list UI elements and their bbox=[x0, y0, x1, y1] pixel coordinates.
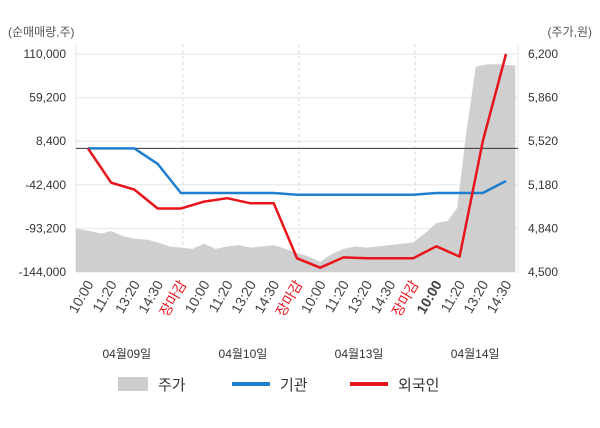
date-label: 04월13일 bbox=[335, 347, 384, 361]
legend-swatch-foreign bbox=[350, 382, 388, 386]
left-axis-unit: (순매매량,주) bbox=[8, 25, 75, 39]
y-right-tick-label: 5,520 bbox=[528, 134, 558, 148]
y-left-tick-label: 8,400 bbox=[36, 134, 66, 148]
y-left-tick-label: -93,200 bbox=[25, 221, 66, 235]
legend-swatch-price bbox=[118, 377, 148, 391]
line-series-group bbox=[86, 53, 508, 269]
legend-label: 주가 bbox=[158, 377, 186, 394]
x-tick-label: 14:30 bbox=[483, 277, 514, 316]
x-tick-label: 10:00 bbox=[65, 277, 96, 316]
legend-label: 기관 bbox=[280, 377, 308, 394]
y-left-tick-label: -42,400 bbox=[25, 178, 66, 192]
y-right-tick-label: 4,500 bbox=[528, 265, 558, 279]
y-right-tick-label: 5,180 bbox=[528, 178, 558, 192]
x-tick-label: 10:00 bbox=[297, 277, 328, 316]
left-y-axis: 110,000 59,200 8,400 -42,400 -93,200 -144,000 bbox=[19, 47, 67, 279]
legend: 주가 기관 외국인 bbox=[118, 377, 439, 394]
price-area bbox=[76, 64, 516, 272]
date-label: 04월09일 bbox=[102, 347, 151, 361]
legend-label: 외국인 bbox=[398, 377, 439, 394]
date-labels: 04월09일 04월10일 04월13일 04월14일 bbox=[102, 347, 499, 361]
series-line-foreign bbox=[86, 53, 508, 269]
x-axis: 10:0011:2013:2014:30장마감10:0011:2013:2014… bbox=[65, 277, 514, 319]
right-axis-unit: (주가,원) bbox=[548, 25, 592, 39]
y-right-tick-label: 6,200 bbox=[528, 47, 558, 61]
price-area-series bbox=[76, 64, 516, 272]
date-label: 04월10일 bbox=[219, 347, 268, 361]
y-right-tick-label: 4,840 bbox=[528, 221, 558, 235]
y-left-tick-label: 59,200 bbox=[29, 91, 66, 105]
y-left-tick-label: 110,000 bbox=[24, 47, 67, 61]
date-label: 04월14일 bbox=[451, 347, 500, 361]
series-line-institution bbox=[88, 147, 507, 197]
y-left-tick-label: -144,000 bbox=[19, 265, 67, 279]
x-tick-label: 10:00 bbox=[413, 277, 445, 316]
x-tick-label: 10:00 bbox=[181, 277, 212, 316]
right-y-axis: 6,200 5,860 5,520 5,180 4,840 4,500 bbox=[528, 47, 558, 279]
legend-swatch-institution bbox=[232, 382, 270, 386]
y-right-tick-label: 5,860 bbox=[528, 91, 558, 105]
